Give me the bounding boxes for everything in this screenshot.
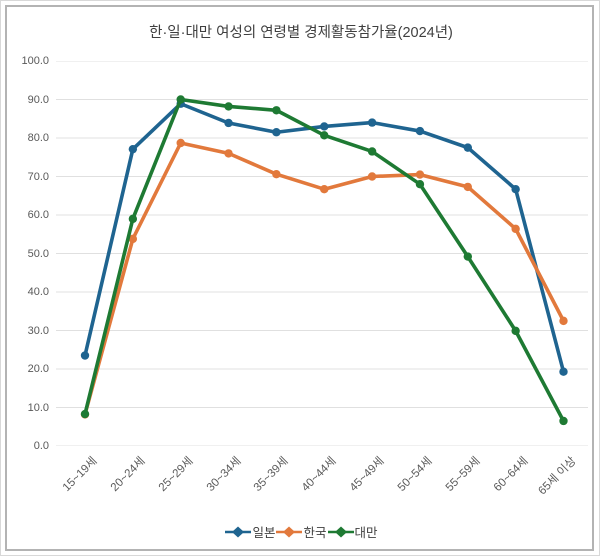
data-point [559,416,568,426]
y-axis-tick-label: 30.0 [27,324,49,337]
data-point [463,143,472,152]
data-point [272,106,281,115]
data-point [224,102,233,111]
data-point [272,169,281,179]
y-axis-tick-label: 10.0 [27,401,49,414]
data-point [415,170,425,179]
y-axis-tick-label: 60.0 [27,209,49,221]
data-point [224,118,233,128]
data-point [367,172,377,181]
data-point [559,316,568,326]
x-axis-tick-label: 55~59세 [443,455,483,494]
legend-item-대만: 대만 [327,522,378,541]
x-axis-tick-label: 25~29세 [156,455,196,494]
x-axis-tick-label: 45~49세 [347,455,387,494]
series-line-한국 [83,141,566,417]
data-point [415,180,425,189]
y-axis-tick-label: 0.0 [33,440,49,452]
data-point [511,326,520,336]
data-point [367,118,377,127]
data-point [128,214,138,224]
x-axis-tick-label: 65세 이상 [535,455,579,498]
legend-label: 한국 [303,526,327,540]
y-axis-tick-label: 50.0 [27,247,49,260]
x-axis-tick-label: 40~44세 [300,455,339,494]
legend-item-일본: 일본 [224,522,275,541]
x-axis-tick-label: 60~64세 [491,455,531,494]
data-point [415,126,425,136]
line-chart-canvas [56,61,588,446]
data-point [128,144,138,154]
legend-label: 일본 [252,526,276,540]
x-axis-tick-label: 35~39세 [252,455,291,494]
legend-label: 대만 [354,526,378,540]
y-axis-tick-label: 90.0 [27,93,49,106]
data-point [559,367,568,376]
data-point [320,131,329,140]
data-point [320,122,329,131]
legend: 일본 한국 대만 [1,522,599,541]
data-point [367,147,377,156]
data-point [463,182,472,192]
data-point [272,128,281,137]
legend-marker-icon [276,526,303,537]
data-point [176,95,185,104]
data-point [128,234,138,244]
y-axis-tick-label: 80.0 [27,132,49,144]
data-point [320,185,329,194]
data-point [463,252,472,261]
data-point [176,138,185,148]
x-axis-tick-label: 30~34세 [204,455,244,494]
y-axis-tick-label: 20.0 [27,363,49,375]
chart-title: 한·일·대만 여성의 연령별 경제활동참가율(2024년) [149,25,453,41]
y-axis-tick-label: 100.0 [21,55,49,67]
data-point [80,409,90,419]
data-point [511,185,520,194]
series-line-대만 [83,97,566,423]
legend-item-한국: 한국 [275,522,327,541]
y-axis-tick-label: 70.0 [27,170,49,183]
x-axis-tick-label: 15~19세 [60,455,100,494]
data-point [224,149,233,158]
y-axis-tick-label: 40.0 [27,286,49,298]
x-axis-tick-label: 20~24세 [108,455,148,494]
legend-marker-icon [225,526,252,537]
x-axis-tick-label: 50~54세 [395,455,435,494]
data-point [80,351,90,360]
data-point [511,224,520,234]
series-line-일본 [83,101,566,374]
legend-marker-icon [327,526,354,537]
